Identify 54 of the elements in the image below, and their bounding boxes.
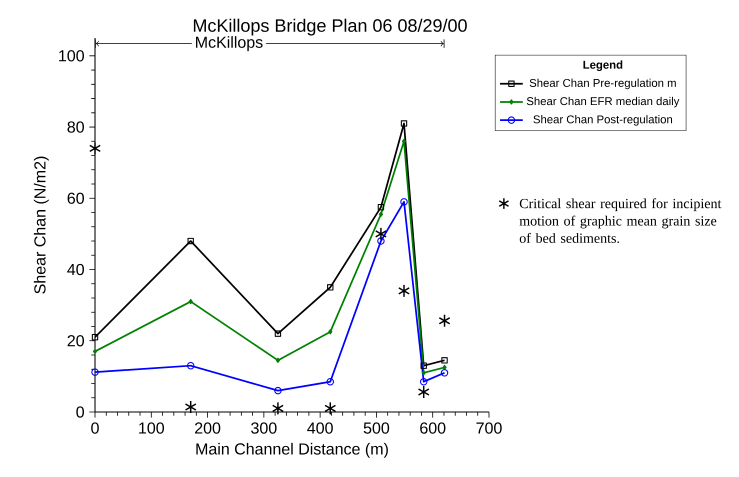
y-tick-label: 20	[68, 335, 84, 346]
y-axis-title: Shear Chan (N/m2)	[34, 156, 49, 294]
annotation: McKillops	[196, 36, 263, 52]
x-tick-label: 700	[476, 422, 502, 434]
point	[274, 330, 282, 337]
point	[440, 369, 448, 377]
point	[276, 358, 280, 364]
y-tick-label: 60	[68, 192, 84, 204]
point	[420, 362, 427, 369]
point	[92, 348, 98, 354]
point	[378, 212, 384, 217]
point	[272, 402, 284, 416]
point	[441, 357, 448, 364]
legend-title: Legend	[583, 60, 622, 72]
point	[328, 329, 332, 335]
x-tick-label: 100	[139, 422, 164, 434]
x-tick-label: 300	[251, 422, 277, 434]
point	[374, 227, 387, 241]
point	[187, 238, 194, 244]
legend-label: Shear Chan Post-regulation	[533, 115, 672, 126]
point	[400, 198, 408, 206]
point	[91, 368, 99, 376]
point	[377, 237, 385, 245]
point	[184, 400, 197, 414]
legend-label: Critical shear required for incipient motion of graphic mean grain size of bed sediments.	[520, 198, 722, 243]
y-tick-label: 100	[59, 50, 84, 62]
point	[326, 378, 334, 386]
point	[327, 284, 334, 291]
point	[89, 142, 101, 156]
point	[188, 298, 193, 304]
point	[324, 402, 336, 416]
point	[418, 385, 430, 399]
legend-label: Shear Chan EFR median daily	[526, 96, 680, 108]
y-tick-label: 0	[76, 406, 84, 418]
point	[420, 378, 428, 386]
x-tick-label: 0	[91, 422, 99, 434]
point	[442, 364, 447, 370]
point	[422, 370, 426, 376]
point	[92, 334, 98, 340]
x-tick-label: 200	[195, 422, 220, 434]
point	[400, 120, 408, 127]
point	[378, 204, 384, 210]
x-tick-label: 600	[420, 422, 446, 434]
point	[398, 284, 410, 298]
x-tick-label: 500	[364, 422, 390, 434]
point	[186, 362, 194, 370]
chart-title: McKillops Bridge Plan 06 08/29/00	[194, 18, 467, 36]
legend-label: Shear Chan Pre-regulation m	[530, 78, 676, 90]
y-tick-label: 80	[68, 121, 84, 133]
x-tick-label: 400	[307, 422, 333, 434]
x-axis-title: Main Channel Distance (m)	[196, 442, 388, 458]
point	[438, 314, 450, 328]
point	[274, 386, 282, 394]
y-tick-label: 40	[67, 264, 84, 276]
